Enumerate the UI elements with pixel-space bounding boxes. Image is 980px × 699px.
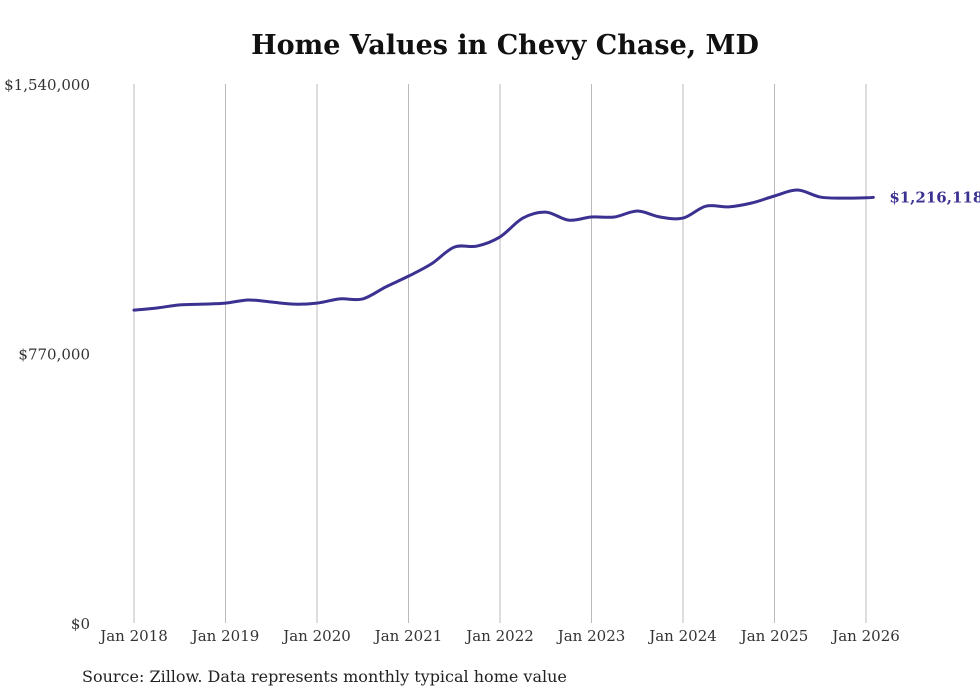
series-line — [132, 188, 875, 312]
x-tick-label: Jan 2020 — [281, 627, 351, 645]
x-tick-label: Jan 2023 — [556, 627, 626, 645]
y-tick-label: $1,540,000 — [4, 76, 90, 94]
x-tick-label: Jan 2021 — [373, 627, 443, 645]
x-tick-label: Jan 2019 — [190, 627, 260, 645]
x-tick-label: Jan 2018 — [98, 627, 168, 645]
y-tick-label: $0 — [71, 615, 90, 633]
end-value-label: $1,216,118 — [889, 188, 980, 206]
source-note: Source: Zillow. Data represents monthly … — [82, 667, 567, 686]
y-tick-label: $770,000 — [18, 346, 90, 364]
x-tick-label: Jan 2025 — [739, 627, 809, 645]
chart-title: Home Values in Chevy Chase, MD — [251, 30, 759, 61]
x-tick-label: Jan 2022 — [464, 627, 534, 645]
x-tick-label: Jan 2026 — [830, 627, 900, 645]
x-tick-label: Jan 2024 — [647, 627, 717, 645]
